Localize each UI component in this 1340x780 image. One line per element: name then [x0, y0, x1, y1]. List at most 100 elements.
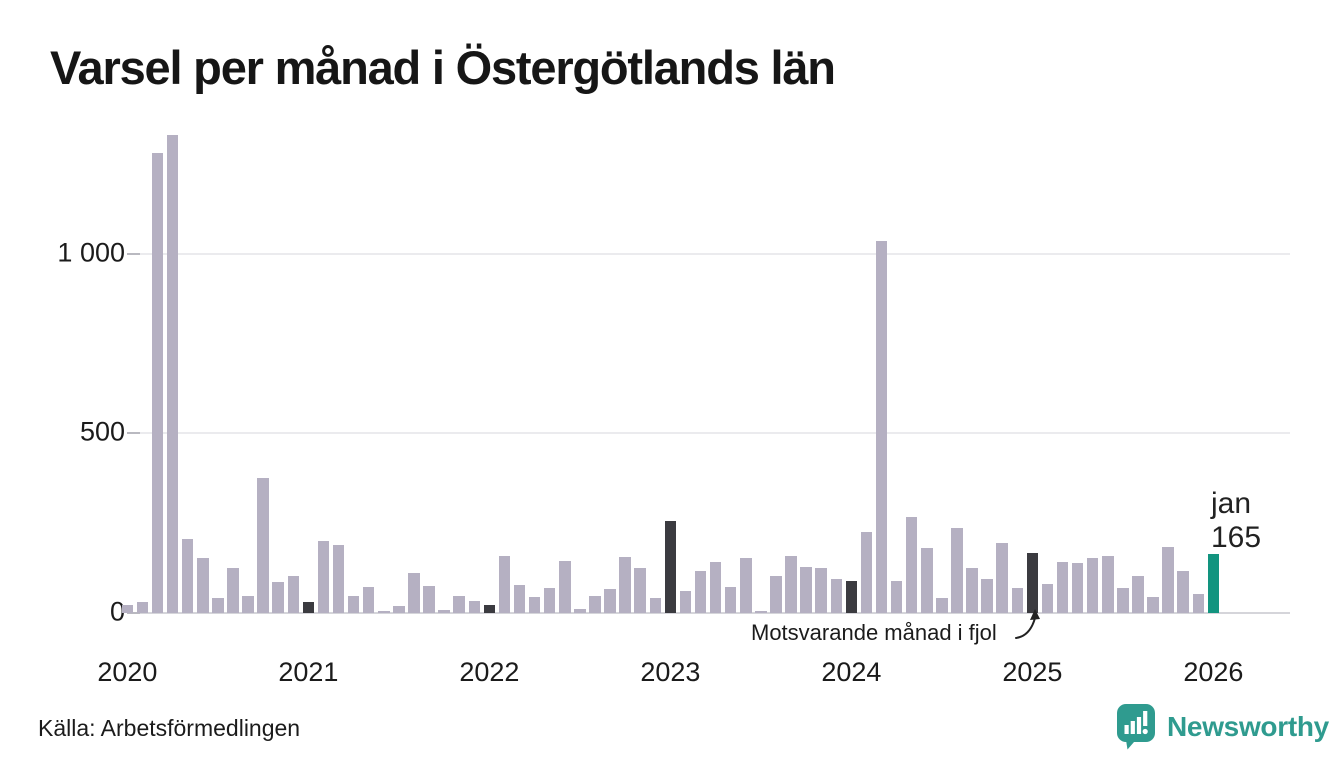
bar-2024-02	[860, 532, 873, 613]
bar-2020-05	[181, 539, 194, 613]
bar-2022-12	[649, 598, 662, 613]
y-tick-mark	[127, 252, 140, 255]
bar-2023-02	[679, 591, 692, 613]
bar-2021-07	[393, 606, 405, 613]
bar-2021-03	[332, 545, 345, 613]
bar-2025-12	[1192, 594, 1205, 613]
bar-2025-01	[1026, 553, 1039, 613]
x-tick-label-2022: 2022	[459, 657, 520, 687]
current-month-label: jan 165	[1211, 487, 1261, 555]
bar-2024-12	[1011, 588, 1024, 613]
bar-2023-05	[724, 587, 737, 613]
bar-2020-01	[121, 605, 134, 613]
bar-2023-06	[740, 558, 752, 613]
bar-2024-08	[951, 528, 963, 613]
bar-2023-08	[770, 576, 782, 613]
bar-2023-09	[785, 556, 797, 613]
bar-2021-06	[378, 611, 390, 613]
bar-2022-06	[559, 561, 571, 613]
bar-2025-04	[1071, 563, 1084, 613]
bar-2022-05	[543, 588, 556, 613]
bar-2021-05	[362, 587, 375, 613]
x-tick-label-2020: 2020	[97, 657, 158, 687]
y-tick-label-1000: 1 000	[57, 236, 125, 267]
annotation-last-year: Motsvarande månad i fjol	[751, 620, 997, 645]
y-tick-label-500: 500	[79, 416, 125, 447]
bar-2025-05	[1086, 558, 1099, 613]
bar-2021-09	[423, 586, 435, 613]
gridline-1000	[140, 252, 1290, 255]
bar-2024-09	[966, 568, 978, 613]
bar-2022-07	[574, 609, 586, 613]
bar-2025-03	[1056, 562, 1069, 613]
bar-2022-09	[604, 589, 616, 613]
bar-2024-10	[981, 579, 993, 613]
bar-2024-06	[921, 548, 933, 613]
x-tick-label-2026: 2026	[1183, 657, 1244, 687]
bar-2021-01	[302, 602, 315, 613]
x-axis-line	[140, 612, 1290, 614]
newsworthy-speech-bubble-barchart-icon	[1117, 704, 1155, 750]
bar-2023-03	[694, 571, 707, 613]
bar-2021-11	[453, 596, 465, 613]
bar-2025-10	[1162, 547, 1174, 613]
bar-2023-12	[830, 579, 843, 613]
bar-2025-11	[1177, 571, 1189, 613]
bar-2024-05	[905, 517, 918, 613]
bar-2020-11	[272, 582, 284, 613]
newsworthy-logo[interactable]: Newsworthy	[1116, 703, 1329, 751]
newsworthy-logo-text: Newsworthy	[1167, 711, 1329, 742]
bar-2022-11	[634, 568, 646, 613]
bar-2022-01	[483, 605, 496, 613]
bar-2022-03	[513, 585, 526, 613]
bar-2021-10	[438, 610, 450, 613]
y-tick-mark	[127, 612, 140, 614]
bar-2022-10	[619, 557, 631, 613]
bar-2020-12	[287, 576, 300, 613]
bar-2020-06	[197, 558, 209, 613]
x-tick-label-2025: 2025	[1002, 657, 1063, 687]
bar-2022-08	[589, 596, 601, 613]
bar-2024-04	[890, 581, 903, 613]
current-month-name: jan	[1211, 487, 1252, 520]
x-tick-label-2021: 2021	[278, 657, 339, 687]
bar-2020-07	[212, 598, 224, 613]
bar-2025-06	[1102, 556, 1114, 613]
bar-2020-02	[136, 602, 149, 613]
bar-2023-11	[815, 568, 827, 613]
x-tick-label-2024: 2024	[821, 657, 882, 687]
bar-2025-02	[1041, 584, 1054, 613]
bar-2025-09	[1147, 597, 1159, 613]
current-month-value: 165	[1211, 521, 1262, 554]
bar-2026-01	[1207, 554, 1220, 613]
bar-2021-08	[408, 573, 420, 613]
bar-2024-03	[875, 241, 888, 613]
bar-2020-03	[151, 153, 164, 613]
annotation-arrow-icon	[1015, 609, 1040, 639]
bar-2021-12	[468, 601, 481, 613]
bar-2022-02	[498, 556, 511, 613]
bar-2024-11	[996, 543, 1008, 613]
bar-2024-01	[845, 581, 858, 613]
bar-2025-07	[1117, 588, 1129, 613]
bar-2020-04	[166, 135, 179, 613]
gridline-500	[140, 432, 1290, 435]
bar-2023-01	[664, 521, 677, 613]
bar-2024-07	[936, 598, 948, 613]
y-tick-label-0: 0	[109, 596, 125, 627]
bar-2021-02	[317, 541, 330, 613]
bar-2023-07	[755, 611, 767, 613]
y-tick-mark	[127, 432, 140, 435]
chart-title: Varsel per månad i Östergötlands län	[50, 41, 836, 94]
bar-2025-08	[1132, 576, 1144, 613]
bar-2020-10	[257, 478, 269, 613]
bar-2021-04	[347, 596, 360, 613]
bar-2020-08	[227, 568, 239, 613]
bar-2020-09	[242, 596, 254, 613]
x-tick-label-2023: 2023	[640, 657, 701, 687]
bar-2023-10	[800, 567, 812, 613]
bar-2022-04	[528, 597, 541, 613]
source-caption: Källa: Arbetsförmedlingen	[38, 715, 301, 741]
